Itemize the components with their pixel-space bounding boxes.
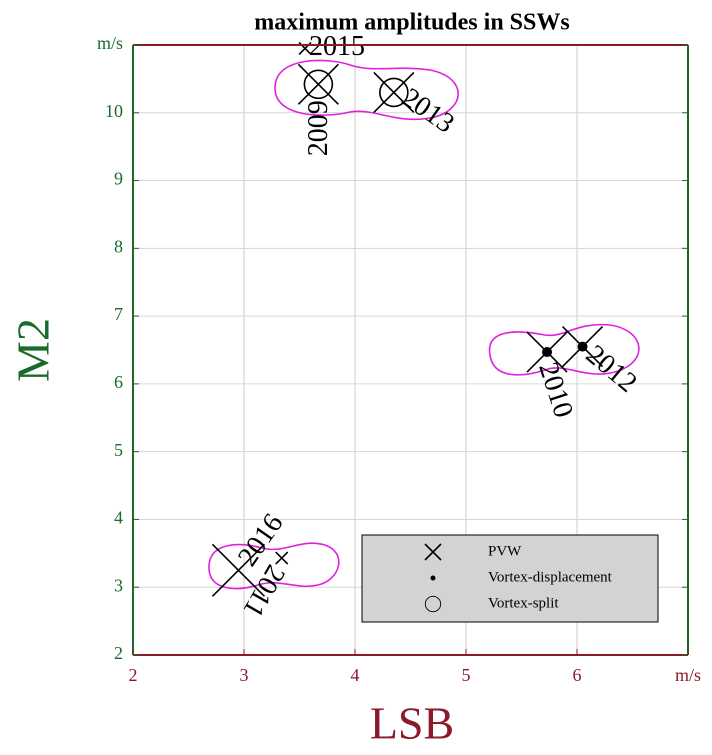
- x-axis-label: LSB: [370, 698, 454, 749]
- x-tick-label: 5: [462, 665, 471, 685]
- legend-symbol: [430, 575, 436, 581]
- y-axis-label: M2: [8, 318, 59, 382]
- y-tick-label: 4: [114, 508, 123, 528]
- y-tick-label: 3: [114, 575, 123, 595]
- y-tick-label: 9: [114, 169, 123, 189]
- point-label: 2010: [532, 359, 579, 422]
- point-x: [297, 63, 339, 105]
- point-x: [373, 71, 415, 114]
- y-tick-label: 8: [114, 236, 123, 256]
- legend: PVW Vortex-displacement Vortex-split: [424, 543, 613, 613]
- y-tick-label: 2: [114, 643, 123, 663]
- point-label: 2016: [232, 508, 290, 572]
- point-circle: [303, 69, 334, 100]
- y-tick-label: 5: [114, 440, 123, 460]
- legend-symbol: [424, 543, 442, 561]
- point-label: 2012: [580, 339, 643, 399]
- point-label: 2015: [309, 31, 365, 62]
- point-dot: [577, 341, 588, 352]
- y-tick-label: 7: [114, 304, 123, 324]
- legend-box: [361, 534, 659, 623]
- legend-label: Vortex-split: [488, 595, 559, 611]
- legend-label: PVW: [488, 543, 522, 559]
- x-tick-label: 3: [240, 665, 249, 685]
- point-x: [211, 543, 266, 597]
- point-label: 2009: [303, 100, 334, 156]
- point-label: 2013: [396, 82, 460, 140]
- point-label: 2011: [237, 559, 291, 622]
- point-dot: [542, 347, 553, 358]
- x-tick-label: m/s: [675, 665, 701, 685]
- legend-label: Vortex-displacement: [488, 569, 613, 585]
- x-tick-label: 4: [351, 665, 360, 685]
- y-tick-label: 10: [105, 101, 123, 121]
- y-tick-label: 6: [114, 372, 123, 392]
- point-circle: [379, 77, 409, 108]
- chart-title: maximum amplitudes in SSWs: [254, 10, 569, 36]
- x-tick-label: 2: [129, 665, 138, 685]
- y-tick-label: m/s: [97, 33, 123, 53]
- legend-symbol: [424, 595, 442, 613]
- point-x: [275, 551, 289, 565]
- x-tick-label: 6: [573, 665, 582, 685]
- uncertainty-contours: [208, 59, 640, 590]
